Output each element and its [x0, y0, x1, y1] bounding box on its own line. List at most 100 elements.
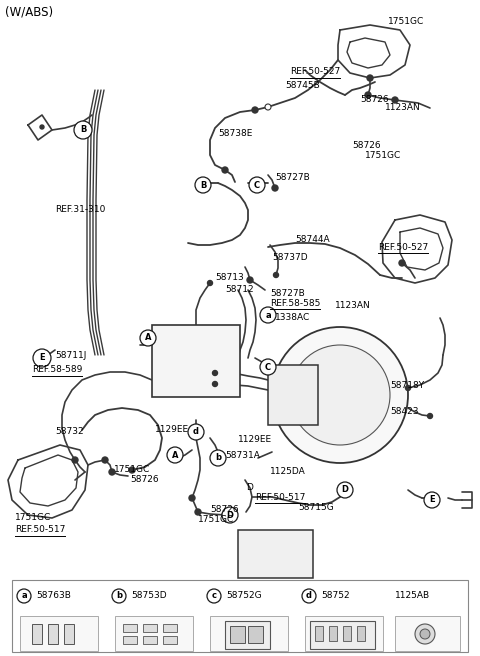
Circle shape	[428, 413, 432, 419]
Text: REF.50-517: REF.50-517	[15, 525, 65, 535]
Text: 58727B: 58727B	[275, 173, 310, 182]
Bar	[32, 624, 42, 644]
Text: A: A	[145, 333, 151, 342]
Bar	[238, 530, 313, 578]
Bar	[310, 621, 375, 649]
Text: REF.58-585: REF.58-585	[270, 298, 320, 308]
Text: 1129EE: 1129EE	[238, 436, 272, 445]
Circle shape	[222, 167, 228, 173]
Bar	[20, 616, 98, 651]
Text: 58726: 58726	[352, 140, 381, 150]
Bar	[268, 365, 318, 425]
Circle shape	[167, 447, 183, 463]
Bar	[163, 624, 177, 632]
Circle shape	[415, 624, 435, 644]
Bar	[248, 626, 263, 643]
Bar	[210, 616, 288, 651]
Circle shape	[420, 629, 430, 639]
Circle shape	[102, 457, 108, 463]
Text: C: C	[254, 180, 260, 190]
Circle shape	[252, 107, 258, 113]
Text: 1125AB: 1125AB	[395, 592, 430, 600]
Circle shape	[249, 177, 265, 193]
Circle shape	[272, 185, 278, 191]
Text: C: C	[265, 363, 271, 371]
Text: 58752G: 58752G	[226, 592, 262, 600]
Bar	[343, 626, 351, 641]
Bar	[163, 636, 177, 644]
Circle shape	[74, 121, 92, 139]
Bar	[329, 626, 337, 641]
Bar	[123, 624, 137, 632]
Text: 58738E: 58738E	[218, 129, 252, 138]
Text: b: b	[116, 592, 122, 600]
Circle shape	[222, 507, 238, 523]
Bar	[230, 626, 245, 643]
Text: 58737D: 58737D	[272, 253, 308, 262]
Circle shape	[140, 330, 156, 346]
Text: 58423: 58423	[390, 407, 419, 417]
Text: 58726: 58726	[360, 96, 389, 104]
Bar	[357, 626, 365, 641]
Circle shape	[265, 104, 271, 110]
Text: B: B	[80, 125, 86, 134]
Text: 58726: 58726	[130, 476, 158, 485]
Text: D: D	[246, 483, 253, 493]
Text: 1751GC: 1751GC	[114, 466, 150, 474]
Circle shape	[207, 589, 221, 603]
Circle shape	[195, 509, 201, 515]
Circle shape	[406, 386, 410, 390]
Circle shape	[72, 457, 78, 463]
Circle shape	[188, 424, 204, 440]
Bar	[115, 616, 193, 651]
Circle shape	[109, 469, 115, 475]
Bar	[152, 325, 240, 397]
Circle shape	[290, 345, 390, 445]
Circle shape	[213, 371, 217, 375]
Text: (W/ABS): (W/ABS)	[5, 5, 53, 18]
Text: 58732: 58732	[55, 428, 84, 436]
Circle shape	[424, 492, 440, 508]
Circle shape	[247, 277, 253, 283]
Circle shape	[33, 349, 51, 367]
Bar	[395, 616, 460, 651]
Text: d: d	[306, 592, 312, 600]
Circle shape	[40, 125, 44, 129]
Text: 1751GC: 1751GC	[198, 516, 234, 525]
Circle shape	[367, 75, 373, 81]
Bar	[143, 624, 157, 632]
Circle shape	[195, 177, 211, 193]
Circle shape	[392, 97, 398, 103]
Circle shape	[342, 487, 348, 493]
Circle shape	[260, 307, 276, 323]
Text: REF.50-527: REF.50-527	[290, 68, 340, 77]
Circle shape	[222, 512, 228, 518]
Text: 58713: 58713	[215, 274, 244, 283]
Bar	[143, 636, 157, 644]
Text: 1125DA: 1125DA	[270, 468, 306, 476]
Circle shape	[274, 272, 278, 277]
Text: A: A	[172, 451, 178, 459]
Text: 58745B: 58745B	[285, 81, 320, 89]
Bar	[48, 624, 58, 644]
Text: 1751GC: 1751GC	[365, 150, 401, 159]
Text: a: a	[265, 310, 271, 319]
Bar	[123, 636, 137, 644]
Text: E: E	[39, 354, 45, 363]
Text: 58712: 58712	[225, 285, 253, 295]
Bar	[225, 621, 270, 649]
Bar	[64, 624, 74, 644]
Text: 58727B: 58727B	[270, 289, 305, 298]
Text: 1751GC: 1751GC	[15, 514, 51, 522]
Text: REF.31-310: REF.31-310	[55, 205, 106, 215]
Text: 1751GC: 1751GC	[388, 18, 424, 26]
Text: E: E	[429, 495, 435, 504]
Text: 58711J: 58711J	[55, 350, 86, 359]
Circle shape	[210, 450, 226, 466]
Circle shape	[189, 495, 195, 501]
Bar	[315, 626, 323, 641]
Circle shape	[112, 589, 126, 603]
Text: c: c	[212, 592, 216, 600]
Circle shape	[272, 327, 408, 463]
Circle shape	[365, 92, 371, 98]
